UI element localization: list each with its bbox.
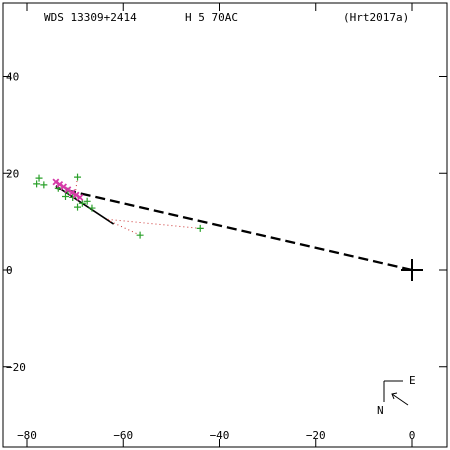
observation-point <box>74 203 82 211</box>
compass: E N <box>377 374 416 417</box>
recent-point <box>56 180 64 188</box>
primary-star-marker <box>401 259 423 281</box>
observation-point <box>69 193 77 201</box>
x-tick-label: −80 <box>17 429 37 442</box>
x-tick-label: −60 <box>113 429 133 442</box>
observation-point <box>74 173 82 181</box>
residual-link <box>106 218 201 229</box>
axis-tick-labels: −80 −60 −40 −20 0 −20 0 20 40 <box>6 71 415 443</box>
y-tick-label: −20 <box>6 361 26 374</box>
x-tick-label: 0 <box>409 429 416 442</box>
y-tick-label: 20 <box>6 167 19 180</box>
orbit-lines <box>55 185 413 272</box>
recent-points <box>52 178 84 201</box>
header-wds-id: WDS 13309+2414 <box>44 11 137 24</box>
recent-point <box>60 183 68 191</box>
recent-point <box>64 186 72 194</box>
compass-arrow-head <box>391 392 398 400</box>
residual-links <box>74 177 201 236</box>
orbit-dashed-line <box>55 186 413 272</box>
recent-point <box>76 194 84 201</box>
recent-point <box>72 191 80 199</box>
y-tick-label: 0 <box>6 264 13 277</box>
observation-point <box>62 192 69 200</box>
compass-direction-arrow <box>391 393 409 406</box>
observation-points <box>33 173 204 239</box>
x-tick-label: −40 <box>210 429 230 442</box>
y-tick-label: 40 <box>6 71 19 84</box>
residual-link <box>108 220 141 236</box>
header-designation: H 5 70AC <box>185 11 238 24</box>
observation-point <box>88 204 96 212</box>
axis-ticks <box>3 3 447 447</box>
observation-point <box>83 197 91 205</box>
observation-point <box>78 199 86 207</box>
recent-point <box>68 189 76 197</box>
observation-point <box>40 181 48 189</box>
observation-point <box>136 231 144 239</box>
observation-point <box>196 224 204 232</box>
observation-point <box>33 180 41 188</box>
residual-link <box>74 177 79 195</box>
x-tick-label: −20 <box>306 429 326 442</box>
compass-east-label: E <box>409 374 416 387</box>
primary-star <box>401 259 423 281</box>
observation-point <box>35 174 43 182</box>
recent-point <box>52 178 60 186</box>
compass-north-label: N <box>377 404 384 417</box>
header-reference: (Hrt2017a) <box>343 11 409 24</box>
